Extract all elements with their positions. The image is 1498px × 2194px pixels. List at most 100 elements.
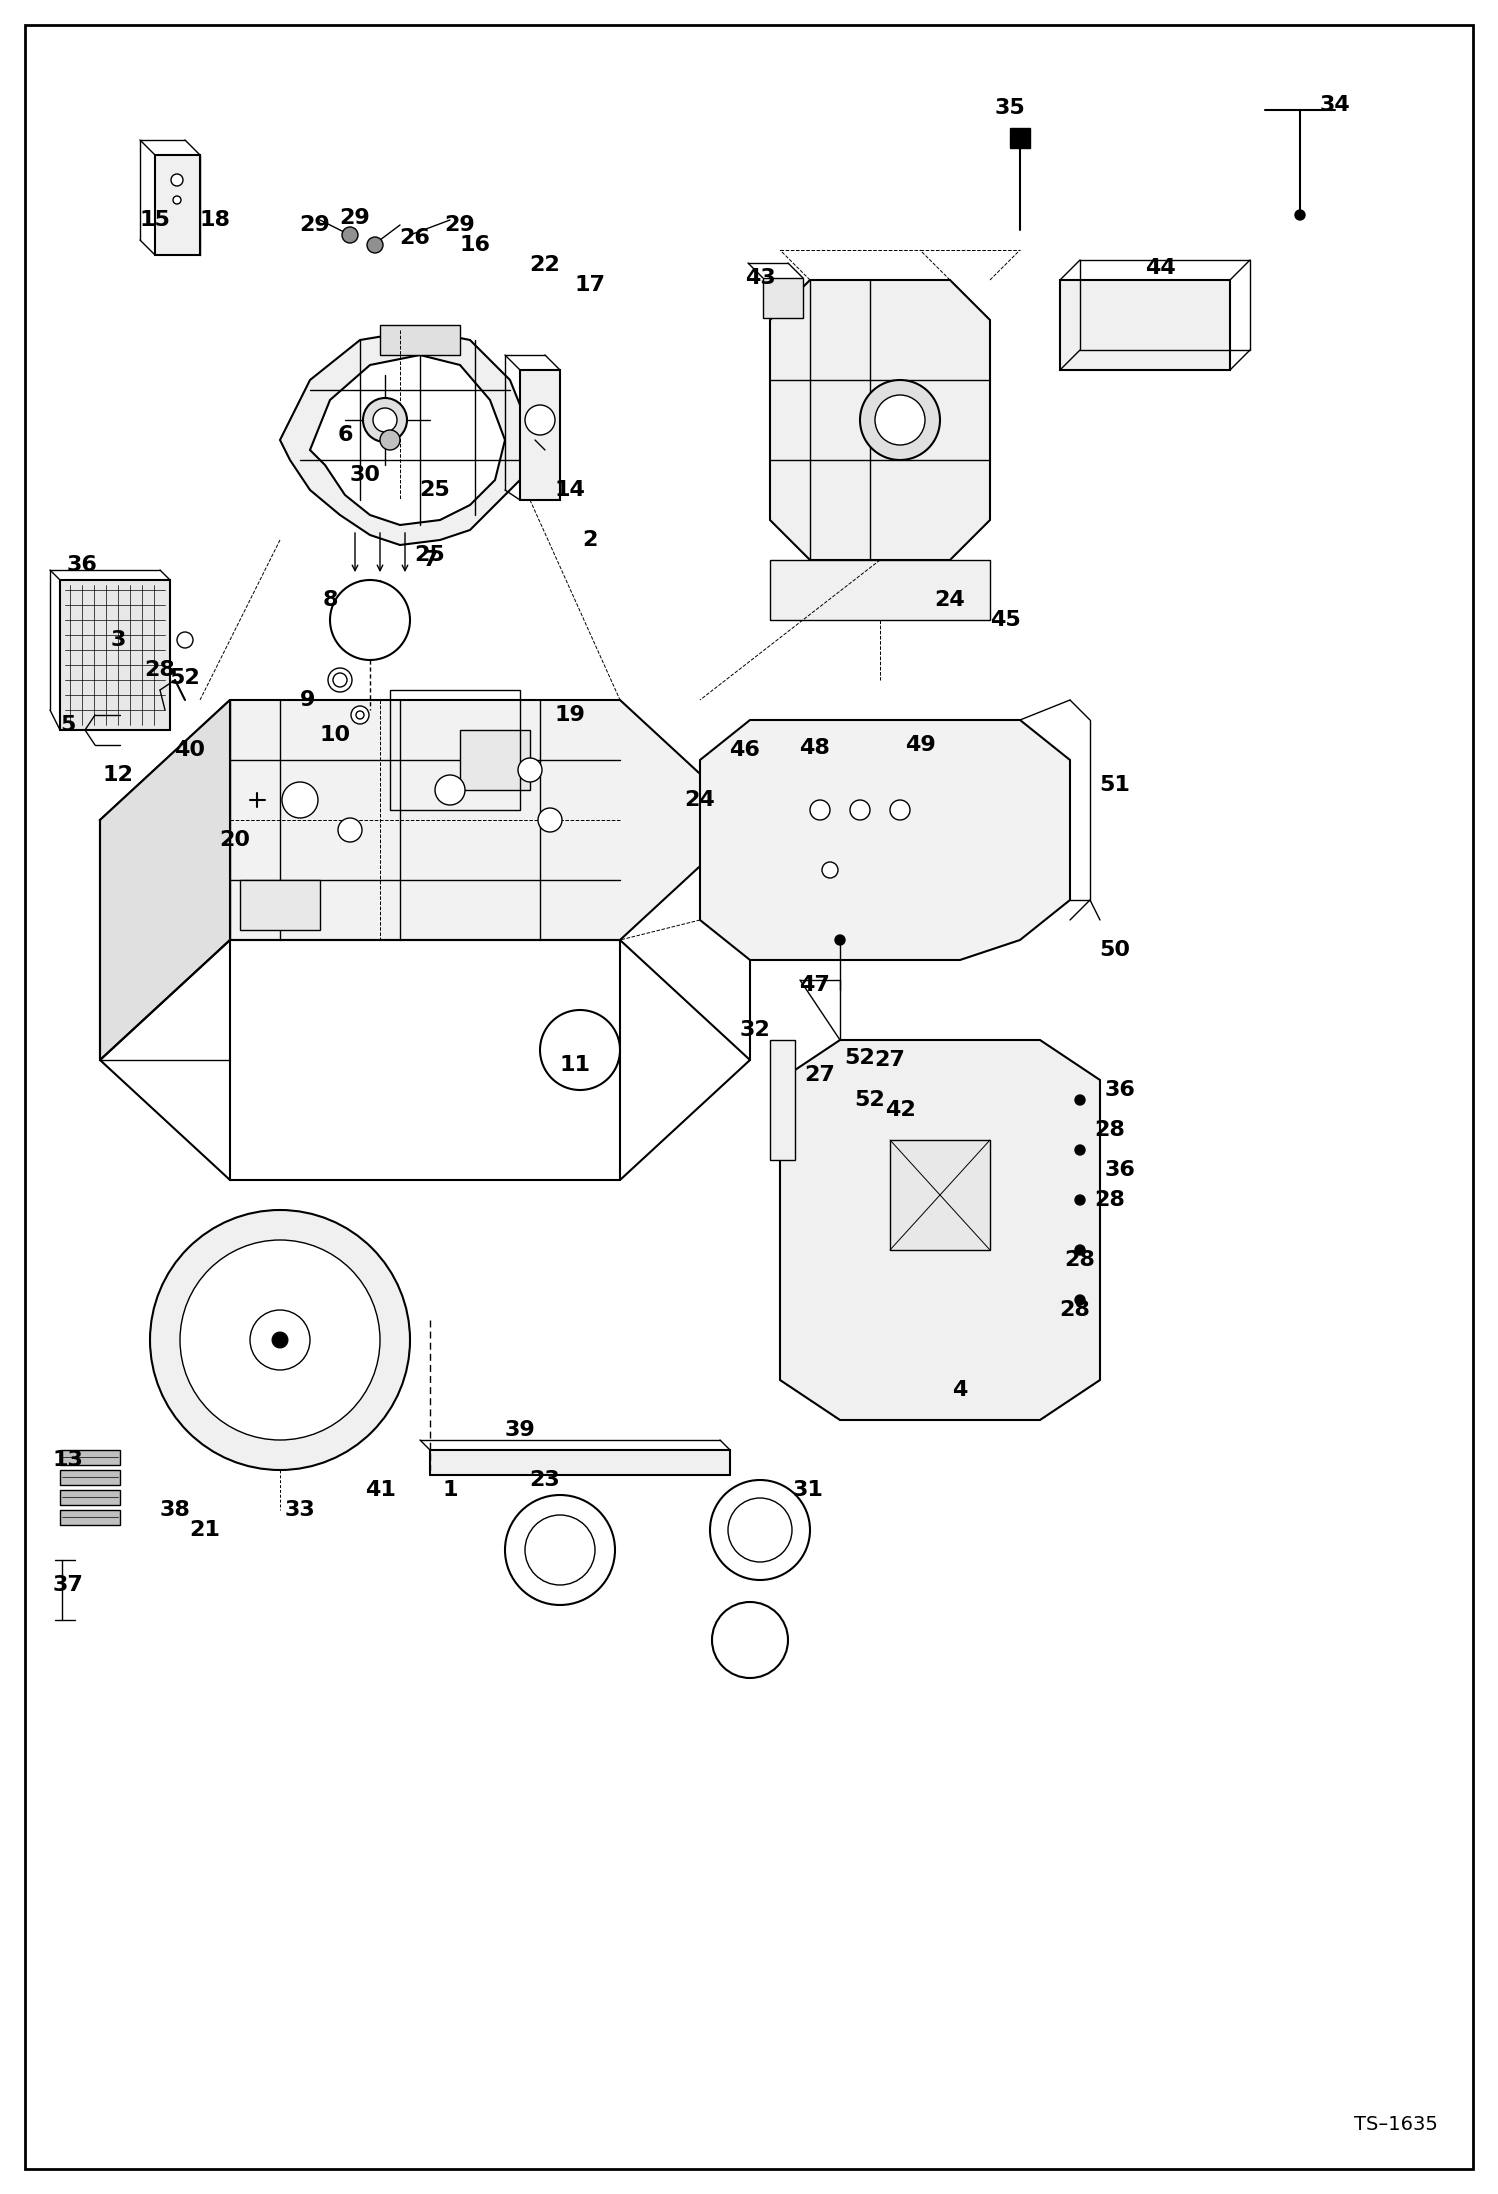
Text: 10: 10: [319, 724, 351, 746]
Text: 26: 26: [400, 228, 430, 248]
Text: 42: 42: [885, 1099, 915, 1119]
Text: 5: 5: [60, 715, 76, 735]
Circle shape: [380, 430, 400, 450]
Text: 36: 36: [1104, 1161, 1135, 1180]
Circle shape: [172, 195, 181, 204]
Text: 15: 15: [139, 211, 171, 230]
Text: 11: 11: [559, 1055, 590, 1075]
Bar: [389, 689, 520, 810]
Circle shape: [357, 711, 364, 720]
Text: 29: 29: [340, 208, 370, 228]
Text: 24: 24: [935, 590, 965, 610]
Circle shape: [834, 935, 845, 946]
Text: 44: 44: [1144, 259, 1176, 279]
Circle shape: [373, 408, 397, 432]
Text: 39: 39: [505, 1420, 535, 1439]
Text: 25: 25: [415, 544, 445, 566]
Text: 21: 21: [190, 1520, 220, 1540]
Text: 2: 2: [583, 531, 598, 551]
Bar: [240, 880, 321, 930]
Polygon shape: [770, 281, 990, 559]
Circle shape: [351, 706, 369, 724]
Bar: [60, 1450, 120, 1466]
Polygon shape: [520, 371, 560, 500]
Text: 41: 41: [364, 1481, 395, 1501]
Text: 51: 51: [1100, 774, 1131, 794]
Circle shape: [539, 1009, 620, 1090]
Text: 12: 12: [102, 766, 133, 785]
Circle shape: [330, 579, 410, 660]
Text: 14: 14: [554, 480, 586, 500]
Circle shape: [890, 801, 909, 821]
Text: 36: 36: [66, 555, 97, 575]
Bar: [890, 1141, 990, 1251]
Text: 4: 4: [953, 1380, 968, 1400]
Text: 45: 45: [990, 610, 1020, 630]
Circle shape: [1076, 1294, 1085, 1305]
Text: 29: 29: [445, 215, 475, 235]
Text: 25: 25: [419, 480, 451, 500]
Text: 49: 49: [905, 735, 935, 755]
Polygon shape: [100, 700, 231, 1060]
Text: 47: 47: [800, 974, 830, 996]
Circle shape: [177, 632, 193, 647]
Bar: [60, 579, 169, 731]
Text: 18: 18: [199, 211, 231, 230]
Circle shape: [363, 397, 407, 441]
Text: 23: 23: [530, 1470, 560, 1490]
Bar: [762, 279, 803, 318]
Text: 37: 37: [52, 1575, 84, 1595]
Text: 24: 24: [685, 790, 716, 810]
Circle shape: [875, 395, 924, 445]
Bar: [460, 731, 530, 790]
Text: 50: 50: [1100, 939, 1131, 961]
Circle shape: [367, 237, 383, 252]
Circle shape: [150, 1211, 410, 1470]
Circle shape: [524, 1516, 595, 1584]
Text: 52: 52: [845, 1049, 875, 1068]
Text: 46: 46: [730, 739, 761, 759]
Bar: [1061, 281, 1230, 371]
Text: 43: 43: [745, 268, 776, 287]
Circle shape: [712, 1602, 788, 1678]
Circle shape: [505, 1494, 616, 1606]
Text: 28: 28: [1095, 1189, 1125, 1211]
Circle shape: [1076, 1145, 1085, 1154]
Text: 13: 13: [52, 1450, 84, 1470]
Text: 28: 28: [145, 660, 175, 680]
Circle shape: [860, 380, 941, 461]
Polygon shape: [280, 329, 530, 544]
Text: 1: 1: [442, 1481, 458, 1501]
Text: 36: 36: [1104, 1079, 1135, 1099]
Text: 32: 32: [740, 1020, 770, 1040]
Circle shape: [333, 674, 348, 687]
Text: 27: 27: [875, 1051, 905, 1071]
Circle shape: [518, 757, 542, 781]
Circle shape: [250, 1310, 310, 1369]
Circle shape: [1076, 1244, 1085, 1255]
Text: 28: 28: [1065, 1251, 1095, 1270]
Text: 48: 48: [800, 737, 830, 757]
Circle shape: [538, 807, 562, 832]
Bar: [60, 1470, 120, 1485]
Text: 3: 3: [111, 630, 126, 649]
Polygon shape: [700, 720, 1070, 961]
Bar: [380, 325, 460, 355]
Bar: [430, 1450, 730, 1474]
Circle shape: [171, 173, 183, 186]
Circle shape: [282, 781, 318, 818]
Text: 30: 30: [349, 465, 380, 485]
Text: 33: 33: [285, 1501, 316, 1520]
Circle shape: [273, 1332, 288, 1347]
Text: 52: 52: [169, 667, 201, 689]
Circle shape: [434, 774, 464, 805]
Circle shape: [342, 226, 358, 244]
Circle shape: [710, 1481, 810, 1580]
Text: 35: 35: [995, 99, 1025, 118]
Polygon shape: [770, 559, 990, 621]
Circle shape: [1076, 1095, 1085, 1106]
Text: 31: 31: [792, 1481, 824, 1501]
Text: 9: 9: [300, 689, 316, 711]
Text: 7: 7: [422, 551, 437, 570]
Polygon shape: [100, 700, 750, 939]
